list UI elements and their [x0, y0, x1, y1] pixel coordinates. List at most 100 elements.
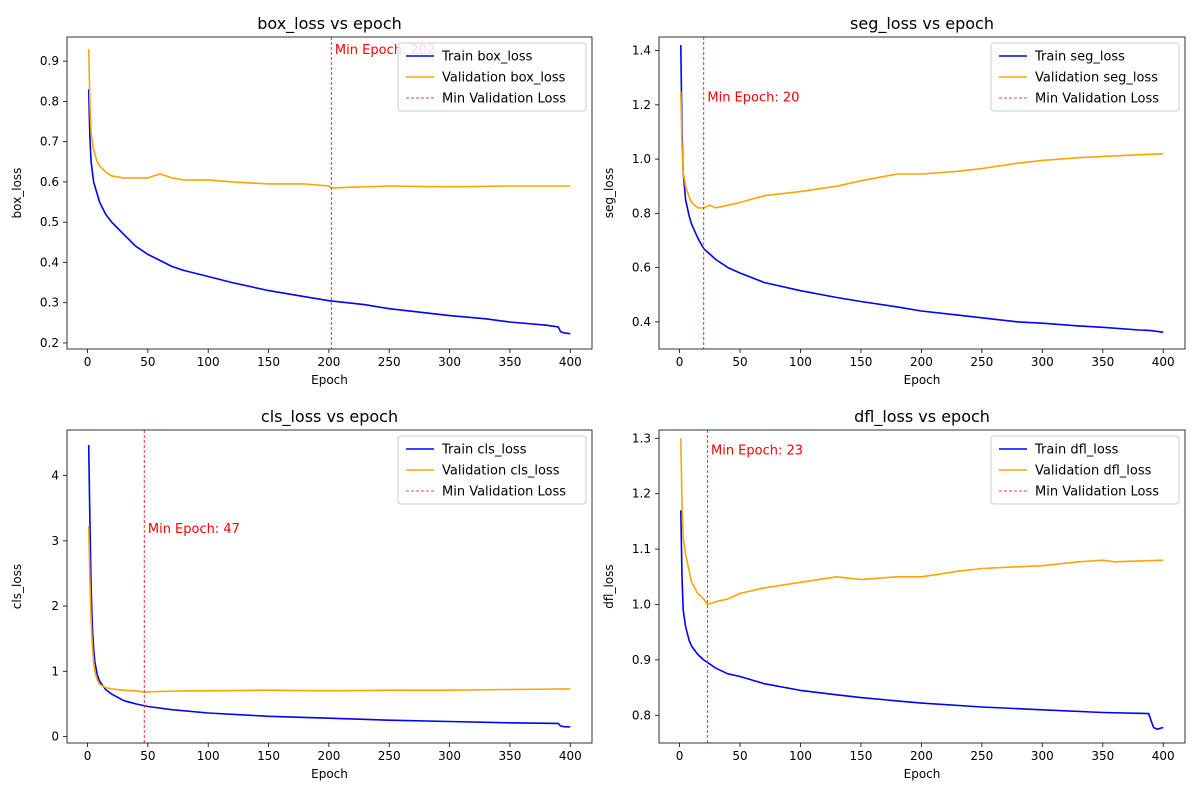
x-tick-label: 200: [910, 355, 933, 369]
y-axis-label: dfl_loss: [602, 564, 616, 608]
y-axis-label: seg_loss: [602, 168, 616, 218]
x-tick-label: 350: [498, 749, 521, 763]
subplot-2: seg_loss vs epoch Min Epoch: 20 0 50 100 150 2…: [602, 14, 1186, 387]
x-tick-label: 250: [970, 749, 993, 763]
legend-box: [990, 42, 1180, 112]
y-tick-label: 0.8: [632, 206, 651, 220]
x-tick-label: 0: [676, 749, 684, 763]
subplot-title: box_loss vs epoch: [257, 14, 402, 34]
legend-box: [397, 435, 587, 505]
x-tick-label: 300: [438, 749, 461, 763]
x-tick-label: 150: [257, 355, 280, 369]
y-tick-label: 0.2: [40, 336, 59, 350]
subplot-title: dfl_loss vs epoch: [854, 407, 990, 427]
y-tick-label: 0.9: [632, 653, 651, 667]
y-tick-label: 1.2: [632, 487, 651, 501]
legend-entry: Min Validation Loss: [442, 485, 566, 500]
x-tick-label: 50: [732, 355, 747, 369]
min-epoch-annotation: Min Epoch: 20: [707, 91, 799, 106]
x-tick-label: 100: [789, 749, 812, 763]
y-tick-label: 1.0: [632, 598, 651, 612]
y-tick-label: 0.4: [40, 255, 59, 269]
x-tick-label: 100: [197, 355, 220, 369]
legend-entry: Validation seg_loss: [1035, 71, 1158, 86]
min-epoch-annotation: Min Epoch: 23: [711, 443, 803, 458]
legend: Train cls_loss Validation cls_loss Min Val…: [397, 435, 587, 505]
x-tick-label: 100: [197, 749, 220, 763]
y-axis-label: box_loss: [10, 168, 24, 219]
y-tick-label: 0.8: [632, 708, 651, 722]
y-tick-label: 0: [51, 729, 59, 743]
y-tick-label: 0.4: [632, 315, 651, 329]
legend-entry: Min Validation Loss: [1035, 92, 1159, 107]
train-loss-line: [680, 45, 1164, 333]
x-tick-label: 400: [559, 749, 582, 763]
x-tick-label: 250: [378, 355, 401, 369]
axes-frame: [66, 429, 593, 744]
x-tick-label: 50: [732, 749, 747, 763]
x-tick-label: 150: [257, 749, 280, 763]
x-tick-label: 100: [789, 355, 812, 369]
legend-entry: Train box_loss: [441, 50, 533, 65]
y-tick-label: 1.4: [632, 44, 651, 58]
validation-loss-line: [680, 438, 1164, 606]
legend-entry: Min Validation Loss: [442, 92, 566, 107]
axes-frame: [658, 36, 1186, 350]
legend-entry: Validation cls_loss: [442, 464, 560, 479]
y-tick-label: 0.3: [40, 296, 59, 310]
min-epoch-annotation: Min Epoch: 47: [148, 522, 240, 537]
y-tick-label: 0.7: [40, 135, 59, 149]
legend-entry: Min Validation Loss: [1035, 485, 1159, 500]
x-tick-label: 300: [1031, 749, 1054, 763]
x-axis-label: Epoch: [311, 767, 348, 781]
validation-loss-line: [87, 525, 571, 693]
axes-frame: [658, 429, 1186, 744]
x-tick-label: 250: [970, 355, 993, 369]
axes-frame: [66, 36, 593, 350]
legend-entry: Train seg_loss: [1034, 50, 1125, 65]
subplot-title: seg_loss vs epoch: [850, 14, 994, 34]
y-tick-label: 1: [51, 664, 59, 678]
train-loss-line: [87, 89, 571, 335]
y-tick-label: 0.6: [632, 261, 651, 275]
validation-loss-line: [680, 91, 1164, 209]
x-tick-label: 200: [317, 749, 340, 763]
subplot-title: cls_loss vs epoch: [261, 407, 398, 427]
x-tick-label: 200: [317, 355, 340, 369]
y-tick-label: 1.2: [632, 98, 651, 112]
legend: Train seg_loss Validation seg_loss Min Val…: [990, 42, 1180, 112]
x-tick-label: 350: [1091, 749, 1114, 763]
x-tick-label: 150: [849, 355, 872, 369]
subplot-4: dfl_loss vs epoch Min Epoch: 23 0 50 100 150 2…: [602, 407, 1186, 781]
y-tick-label: 0.8: [40, 94, 59, 108]
y-tick-label: 0.5: [40, 215, 59, 229]
y-axis-label: cls_loss: [10, 564, 24, 609]
x-axis-label: Epoch: [904, 767, 941, 781]
x-tick-label: 350: [1091, 355, 1114, 369]
validation-loss-line: [87, 49, 571, 189]
legend-entry: Validation dfl_loss: [1035, 464, 1152, 479]
x-tick-label: 0: [676, 355, 684, 369]
y-tick-label: 0.9: [40, 54, 59, 68]
legend-entry: Train cls_loss: [441, 443, 527, 458]
x-tick-label: 400: [559, 355, 582, 369]
x-tick-label: 250: [378, 749, 401, 763]
y-tick-label: 1.3: [632, 431, 651, 445]
x-tick-label: 0: [84, 355, 92, 369]
y-tick-label: 0.6: [40, 175, 59, 189]
y-tick-label: 1.1: [632, 542, 651, 556]
x-tick-label: 150: [849, 749, 872, 763]
subplot-3: cls_loss vs epoch Min Epoch: 47 0 50 100 150 2…: [10, 407, 593, 781]
x-tick-label: 300: [438, 355, 461, 369]
x-axis-label: Epoch: [904, 373, 941, 387]
x-tick-label: 50: [140, 749, 155, 763]
x-axis-label: Epoch: [311, 373, 348, 387]
x-tick-label: 400: [1152, 355, 1175, 369]
x-tick-label: 400: [1152, 749, 1175, 763]
legend-entry: Train dfl_loss: [1034, 443, 1119, 458]
y-tick-label: 3: [51, 534, 59, 548]
x-tick-label: 300: [1031, 355, 1054, 369]
